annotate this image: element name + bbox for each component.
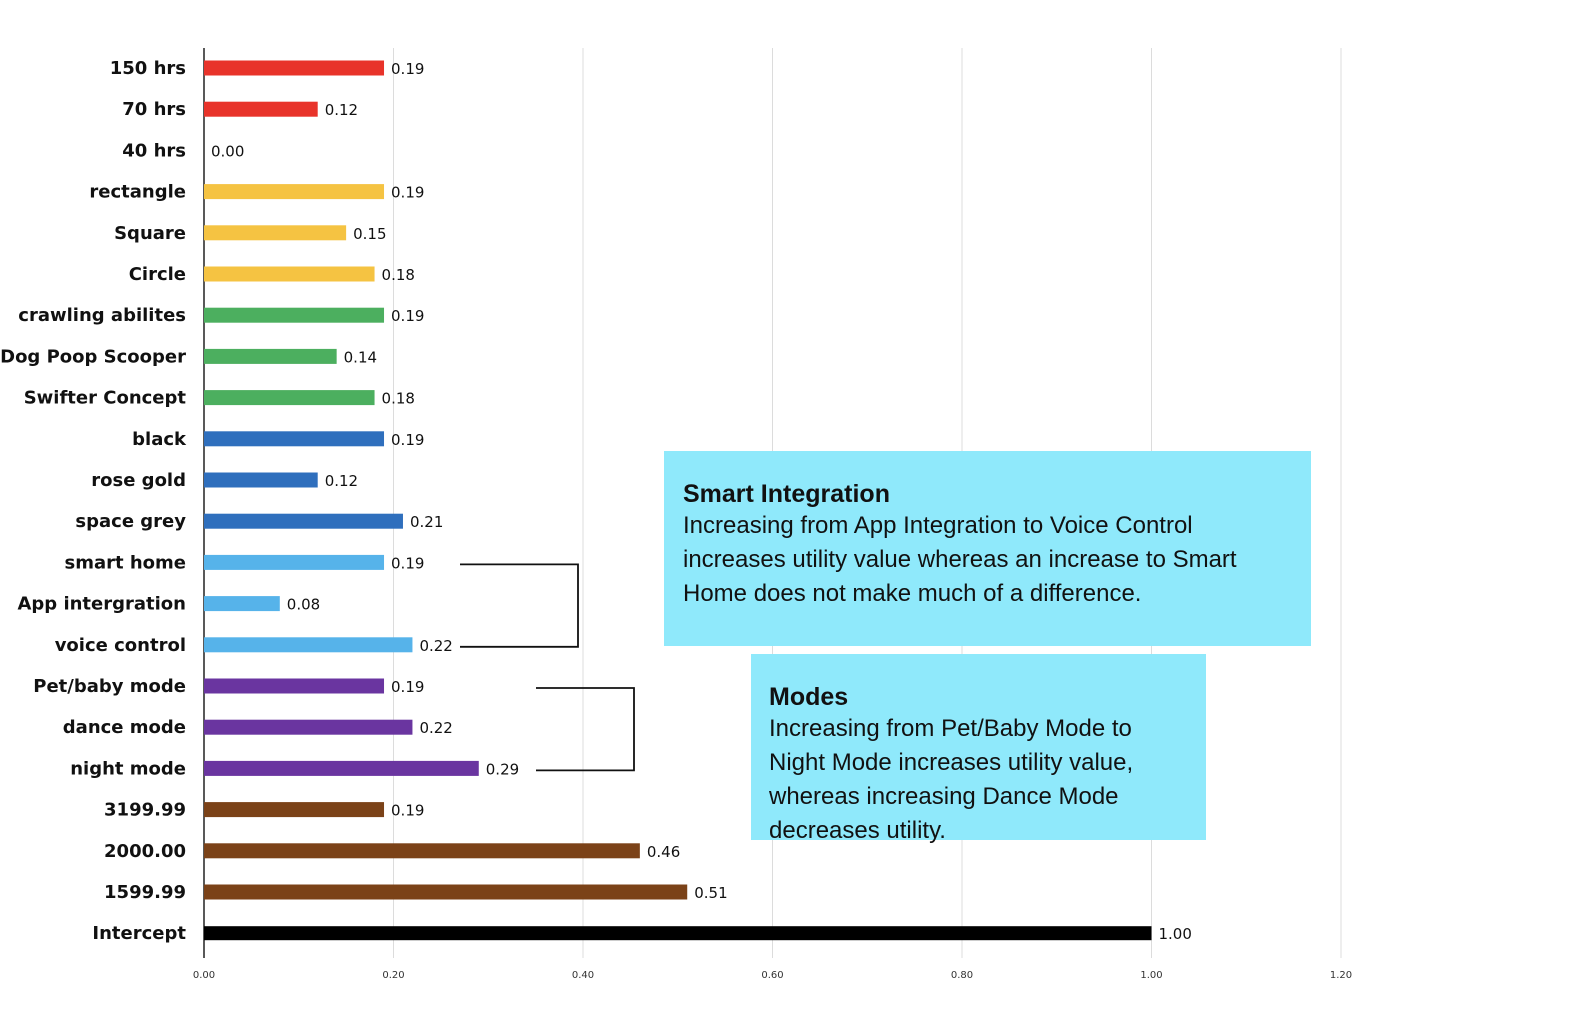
- x-tick-label: 0.80: [951, 970, 973, 981]
- smart-integration-body: Increasing from App Integration to Voice…: [683, 512, 1237, 607]
- category-label: 2000.00: [104, 841, 186, 862]
- value-label: 0.00: [211, 142, 244, 160]
- value-label: 0.08: [287, 596, 320, 614]
- category-label: crawling abilites: [18, 305, 186, 326]
- smart-integration-title: Smart Integration: [683, 480, 890, 508]
- category-label: dance mode: [63, 717, 186, 738]
- x-tick-label: 0.60: [761, 970, 783, 981]
- category-label: Dog Poop Scooper: [0, 346, 186, 367]
- value-label: 0.12: [325, 101, 358, 119]
- category-label: smart home: [64, 552, 186, 573]
- value-label: 0.19: [391, 307, 424, 325]
- bar: [204, 554, 385, 570]
- value-label: 0.18: [382, 266, 415, 284]
- bar: [204, 390, 375, 406]
- category-label: night mode: [70, 758, 186, 779]
- group-bracket: [536, 687, 635, 772]
- value-label: 0.19: [391, 431, 424, 449]
- bar: [204, 307, 385, 323]
- value-label: 0.14: [344, 348, 377, 366]
- category-label: Pet/baby mode: [33, 676, 186, 697]
- bar: [204, 760, 479, 776]
- bar: [204, 926, 1152, 941]
- category-label: 70 hrs: [122, 99, 186, 120]
- x-tick-label: 1.20: [1330, 970, 1352, 981]
- category-label: 40 hrs: [122, 140, 186, 161]
- category-label: Swifter Concept: [24, 388, 187, 409]
- category-label: 150 hrs: [110, 58, 186, 79]
- x-tick-label: 0.00: [193, 970, 215, 981]
- bar: [204, 843, 640, 859]
- bar: [204, 678, 385, 694]
- bar: [204, 513, 403, 529]
- bar: [204, 348, 337, 364]
- category-label: Square: [114, 223, 186, 244]
- bar: [204, 266, 375, 282]
- value-label: 0.18: [382, 390, 415, 408]
- x-tick-label: 0.40: [572, 970, 594, 981]
- category-label: black: [132, 429, 187, 450]
- value-label: 0.46: [647, 843, 680, 861]
- bar: [204, 60, 385, 76]
- value-label: 0.29: [486, 760, 519, 778]
- x-tick-label: 0.20: [382, 970, 404, 981]
- bar: [204, 596, 280, 612]
- value-label: 0.19: [391, 184, 424, 202]
- value-label: 0.22: [419, 637, 452, 655]
- bar: [204, 184, 385, 200]
- category-label: 3199.99: [104, 800, 186, 821]
- value-label: 0.21: [410, 513, 443, 531]
- category-label: rose gold: [91, 470, 186, 491]
- value-label: 0.19: [391, 678, 424, 696]
- value-label: 1.00: [1159, 925, 1192, 943]
- bar: [204, 719, 413, 735]
- category-label: Circle: [129, 264, 186, 285]
- category-label: Intercept: [92, 923, 186, 944]
- category-label: App intergration: [17, 594, 186, 615]
- value-label: 0.19: [391, 802, 424, 820]
- group-bracket: [460, 563, 579, 648]
- modes-callout: Modes Increasing from Pet/Baby Mode to N…: [751, 654, 1206, 844]
- value-label: 0.12: [325, 472, 358, 490]
- x-tick-label: 1.00: [1140, 970, 1162, 981]
- value-label: 0.19: [391, 554, 424, 572]
- category-label: space grey: [75, 511, 186, 532]
- bar: [204, 101, 318, 117]
- smart-integration-callout: Smart Integration Increasing from App In…: [664, 451, 1311, 646]
- value-label: 0.51: [694, 884, 727, 902]
- category-label: 1599.99: [104, 882, 186, 903]
- bar: [204, 225, 347, 241]
- bar: [204, 884, 688, 900]
- bar: [204, 802, 385, 818]
- category-label: rectangle: [89, 182, 186, 203]
- category-label: voice control: [55, 635, 186, 656]
- value-label: 0.22: [419, 719, 452, 737]
- modes-body: Increasing from Pet/Baby Mode to Night M…: [769, 715, 1134, 844]
- value-label: 0.15: [353, 225, 386, 243]
- bar: [204, 431, 385, 447]
- bar: [204, 637, 413, 653]
- value-label: 0.19: [391, 60, 424, 78]
- modes-title: Modes: [769, 683, 849, 711]
- bar: [204, 472, 318, 488]
